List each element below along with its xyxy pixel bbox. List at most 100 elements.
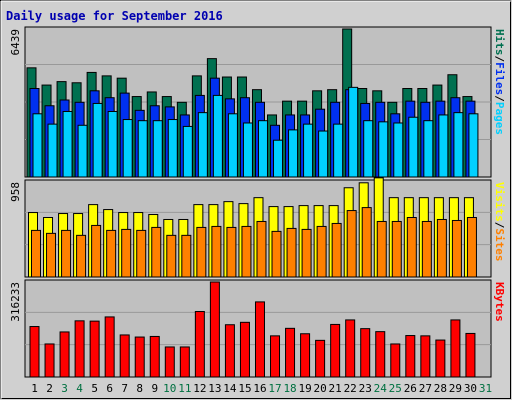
- middle-bar-sites-day-24: [376, 220, 387, 278]
- bottom-bar-kbytes-day-16: [254, 301, 265, 378]
- middle-bar-sites-day-17: [271, 230, 282, 278]
- top-bar-pages-day-11: [182, 125, 193, 178]
- top-bar-pages-day-12: [197, 112, 208, 178]
- middle-bar-sites-day-22: [346, 210, 357, 278]
- bottom-bar-kbytes-day-22: [345, 319, 356, 378]
- middle-bar-sites-day-21: [331, 222, 342, 278]
- middle-bar-sites-day-14: [226, 226, 237, 278]
- top-bar-pages-day-23: [363, 120, 374, 178]
- x-tick-label-day-3: 3: [61, 382, 68, 395]
- x-tick-label-day-15: 15: [238, 382, 251, 395]
- bottom-bar-kbytes-day-24: [375, 331, 386, 378]
- middle-bar-sites-day-19: [301, 228, 312, 278]
- middle-legend: Visits/Sites: [493, 182, 506, 262]
- middle-legend-item: Sites: [493, 228, 506, 261]
- bottom-bar-kbytes-day-7: [119, 334, 130, 378]
- bottom-bar-kbytes-day-8: [134, 336, 145, 378]
- top-bar-pages-day-22: [348, 86, 359, 178]
- top-bar-pages-day-10: [167, 119, 178, 178]
- x-tick-label-day-24: 24: [374, 382, 388, 395]
- middle-bar-sites-day-3: [61, 229, 72, 278]
- top-bar-pages-day-21: [333, 123, 344, 178]
- middle-bar-sites-day-5: [91, 224, 102, 278]
- middle-ymax-label: 958: [9, 182, 22, 202]
- bottom-legend-item: KBytes: [493, 282, 506, 322]
- top-bar-pages-day-1: [32, 113, 43, 178]
- top-bar-pages-day-9: [152, 120, 163, 178]
- bottom-bar-kbytes-day-20: [315, 339, 326, 378]
- x-tick-label-day-5: 5: [91, 382, 98, 395]
- x-tick-label-day-27: 27: [419, 382, 432, 395]
- top-bar-pages-day-14: [227, 113, 238, 178]
- middle-bar-sites-day-11: [181, 234, 192, 278]
- middle-bar-sites-day-6: [106, 229, 117, 278]
- top-bar-pages-day-8: [137, 120, 148, 178]
- top-bar-pages-day-5: [92, 102, 103, 178]
- middle-bar-sites-day-12: [196, 226, 207, 278]
- top-bar-pages-day-13: [212, 94, 223, 178]
- middle-bar-sites-day-13: [211, 225, 222, 278]
- bottom-bar-kbytes-day-13: [209, 281, 220, 378]
- x-tick-label-day-10: 10: [163, 382, 176, 395]
- x-tick-label-day-9: 9: [151, 382, 158, 395]
- top-legend-item: /: [493, 95, 506, 102]
- x-tick-label-day-26: 26: [404, 382, 417, 395]
- middle-bar-sites-day-8: [136, 229, 147, 278]
- x-tick-label-day-30: 30: [464, 382, 477, 395]
- bottom-bar-kbytes-day-14: [224, 324, 235, 378]
- middle-bar-sites-day-15: [241, 225, 252, 278]
- x-tick-label-day-29: 29: [449, 382, 462, 395]
- bottom-bar-kbytes-day-9: [149, 335, 160, 378]
- middle-bar-sites-day-26: [406, 217, 417, 278]
- x-tick-label-day-21: 21: [329, 382, 342, 395]
- bottom-bar-kbytes-day-1: [29, 326, 40, 378]
- x-tick-label-day-8: 8: [136, 382, 143, 395]
- x-tick-label-day-6: 6: [106, 382, 113, 395]
- x-tick-label-day-7: 7: [121, 382, 128, 395]
- bottom-bar-kbytes-day-3: [59, 331, 70, 378]
- x-tick-label-day-12: 12: [193, 382, 206, 395]
- bottom-bar-kbytes-day-28: [435, 339, 446, 378]
- top-bar-pages-day-16: [257, 120, 268, 178]
- top-bar-pages-day-27: [423, 120, 434, 178]
- middle-legend-item: Visits: [493, 182, 506, 222]
- bottom-bar-kbytes-day-6: [104, 316, 115, 378]
- middle-legend-item: /: [493, 222, 506, 229]
- middle-bar-sites-day-2: [46, 232, 57, 278]
- x-tick-label-day-2: 2: [46, 382, 53, 395]
- bottom-legend: KBytes: [493, 282, 506, 322]
- bottom-bar-kbytes-day-2: [44, 343, 55, 378]
- bottom-bar-kbytes-day-18: [285, 327, 296, 378]
- bottom-bar-kbytes-day-4: [74, 320, 85, 378]
- top-bar-pages-day-24: [378, 121, 389, 178]
- top-ymax-label: 6439: [9, 29, 22, 56]
- top-legend-item: Pages: [493, 102, 506, 135]
- top-bar-pages-day-20: [318, 130, 329, 178]
- x-tick-label-day-17: 17: [268, 382, 281, 395]
- chart-title: Daily usage for September 2016: [6, 9, 223, 23]
- top-legend: Hits/Files/Pages: [493, 29, 506, 135]
- x-tick-label-day-14: 14: [223, 382, 237, 395]
- middle-bar-sites-day-28: [436, 218, 447, 278]
- x-tick-label-day-28: 28: [434, 382, 447, 395]
- x-tick-label-day-1: 1: [31, 382, 38, 395]
- x-tick-label-day-13: 13: [208, 382, 221, 395]
- bottom-bar-kbytes-day-12: [194, 311, 205, 378]
- bottom-bar-kbytes-day-5: [89, 320, 100, 378]
- middle-bar-sites-day-29: [451, 219, 462, 278]
- x-tick-label-day-19: 19: [298, 382, 311, 395]
- top-bar-pages-day-4: [77, 124, 88, 178]
- top-legend-item: Hits: [493, 29, 506, 56]
- bottom-ymax-label: 316233: [9, 282, 22, 322]
- bottom-bar-kbytes-day-27: [420, 335, 431, 378]
- x-tick-label-day-25: 25: [389, 382, 402, 395]
- top-bar-pages-day-2: [47, 123, 58, 178]
- top-bar-pages-day-25: [393, 122, 404, 178]
- x-tick-label-day-31: 31: [479, 382, 492, 395]
- bottom-bar-kbytes-day-15: [239, 321, 250, 378]
- top-bar-pages-day-15: [242, 122, 253, 178]
- top-bar-pages-day-19: [303, 123, 314, 178]
- bottom-bar-kbytes-day-19: [300, 333, 311, 378]
- x-tick-label-day-20: 20: [314, 382, 327, 395]
